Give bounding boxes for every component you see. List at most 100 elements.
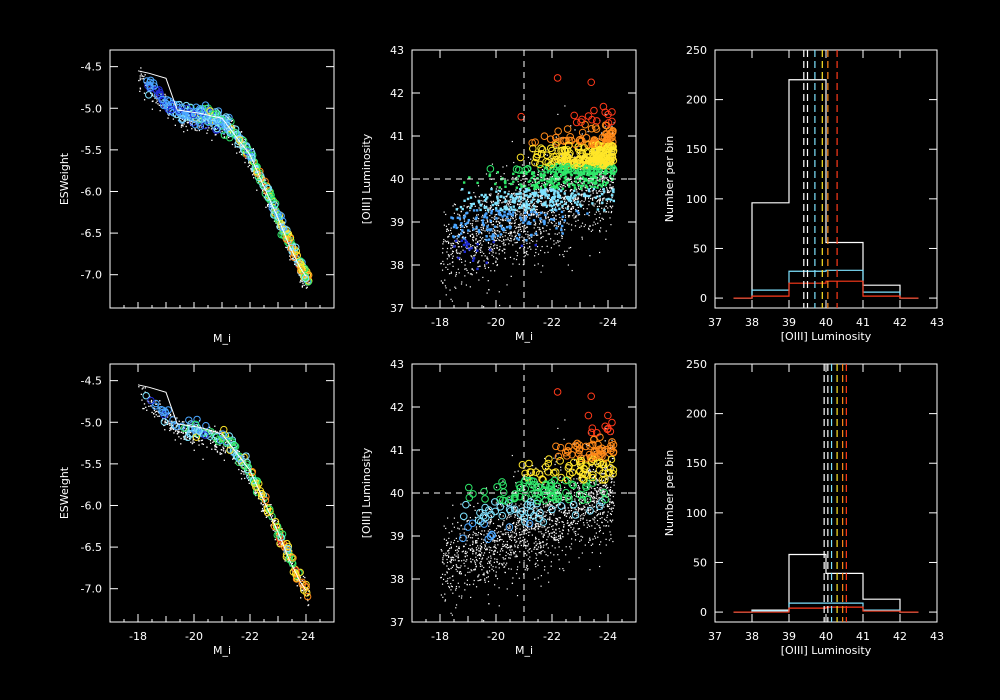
data-point (507, 232, 510, 235)
data-point (472, 240, 475, 242)
data-point (613, 167, 615, 169)
colored-point (518, 206, 521, 210)
data-point (519, 223, 521, 225)
y-tick-label: 42 (390, 87, 404, 100)
data-point (496, 204, 498, 207)
colored-point (594, 176, 597, 180)
data-point (568, 205, 570, 208)
data-point (148, 405, 150, 408)
colored-point (485, 238, 488, 242)
data-point (553, 182, 555, 184)
data-point (471, 268, 473, 270)
colored-point (563, 176, 567, 180)
data-point (250, 168, 252, 170)
data-point (498, 204, 500, 207)
colored-point (451, 217, 455, 220)
colored-point (531, 191, 534, 195)
data-point (516, 232, 519, 234)
data-point (155, 410, 158, 413)
data-point (480, 229, 482, 231)
data-point (596, 195, 599, 198)
data-point (211, 139, 213, 141)
data-point (280, 537, 283, 539)
data-point (529, 162, 531, 164)
data-point (143, 407, 145, 410)
data-point (586, 172, 589, 174)
colored-point (561, 173, 565, 176)
data-point (537, 226, 539, 229)
data-point (465, 268, 467, 270)
y-tick-label: 0 (700, 292, 707, 305)
data-point (244, 161, 246, 164)
data-point (139, 79, 141, 81)
data-point (580, 177, 582, 179)
highlight-circles (142, 392, 312, 601)
data-point (469, 286, 471, 288)
data-point (450, 271, 453, 273)
data-point (487, 224, 489, 226)
data-point (529, 208, 531, 210)
data-point (460, 251, 462, 253)
data-point (256, 164, 258, 166)
colored-point (564, 178, 568, 182)
data-point (526, 226, 528, 228)
data-point (597, 179, 599, 181)
data-point (493, 239, 496, 241)
data-point (608, 180, 610, 182)
colored-point (503, 210, 506, 214)
colored-point (525, 172, 528, 175)
colored-point (502, 196, 506, 199)
colored-point (488, 173, 492, 176)
colored-point (519, 183, 522, 186)
data-point (498, 202, 500, 204)
data-point (472, 226, 474, 228)
colored-point (564, 181, 567, 185)
data-point (169, 427, 171, 429)
colored-point (553, 195, 557, 198)
highlight-circle (242, 452, 250, 460)
colored-point (469, 206, 472, 210)
data-point (260, 502, 262, 504)
data-point (250, 155, 253, 157)
data-point (247, 166, 249, 168)
data-point (598, 174, 600, 176)
data-point (301, 280, 303, 283)
data-point (253, 161, 255, 163)
data-point (603, 198, 605, 200)
data-point (289, 556, 292, 559)
data-point (571, 269, 573, 272)
data-point (517, 224, 520, 226)
data-point (200, 439, 202, 442)
data-point (262, 510, 264, 513)
data-point (515, 209, 518, 212)
colored-point (519, 191, 522, 195)
data-point (169, 110, 171, 112)
colored-point (601, 201, 604, 204)
data-point (554, 224, 556, 226)
data-point (534, 209, 536, 212)
colored-point (536, 200, 539, 204)
data-point (182, 125, 184, 127)
data-point (459, 226, 462, 228)
data-point (555, 147, 557, 149)
data-point (159, 109, 161, 112)
data-point (492, 250, 494, 252)
y-tick-label: -5.0 (81, 416, 102, 429)
data-point (609, 190, 611, 192)
colored-point (514, 208, 517, 212)
colored-point (598, 195, 601, 198)
data-point (216, 451, 219, 453)
data-point (512, 193, 515, 195)
highlight-circle (486, 165, 495, 173)
data-point (584, 213, 586, 216)
colored-point (520, 218, 523, 222)
data-point (222, 450, 225, 452)
colored-point (585, 179, 589, 182)
data-point (458, 214, 460, 216)
data-point (574, 198, 577, 200)
colored-point (509, 225, 512, 229)
colored-point (458, 217, 462, 220)
upper-envelope-line (137, 70, 307, 277)
data-point (509, 256, 512, 258)
